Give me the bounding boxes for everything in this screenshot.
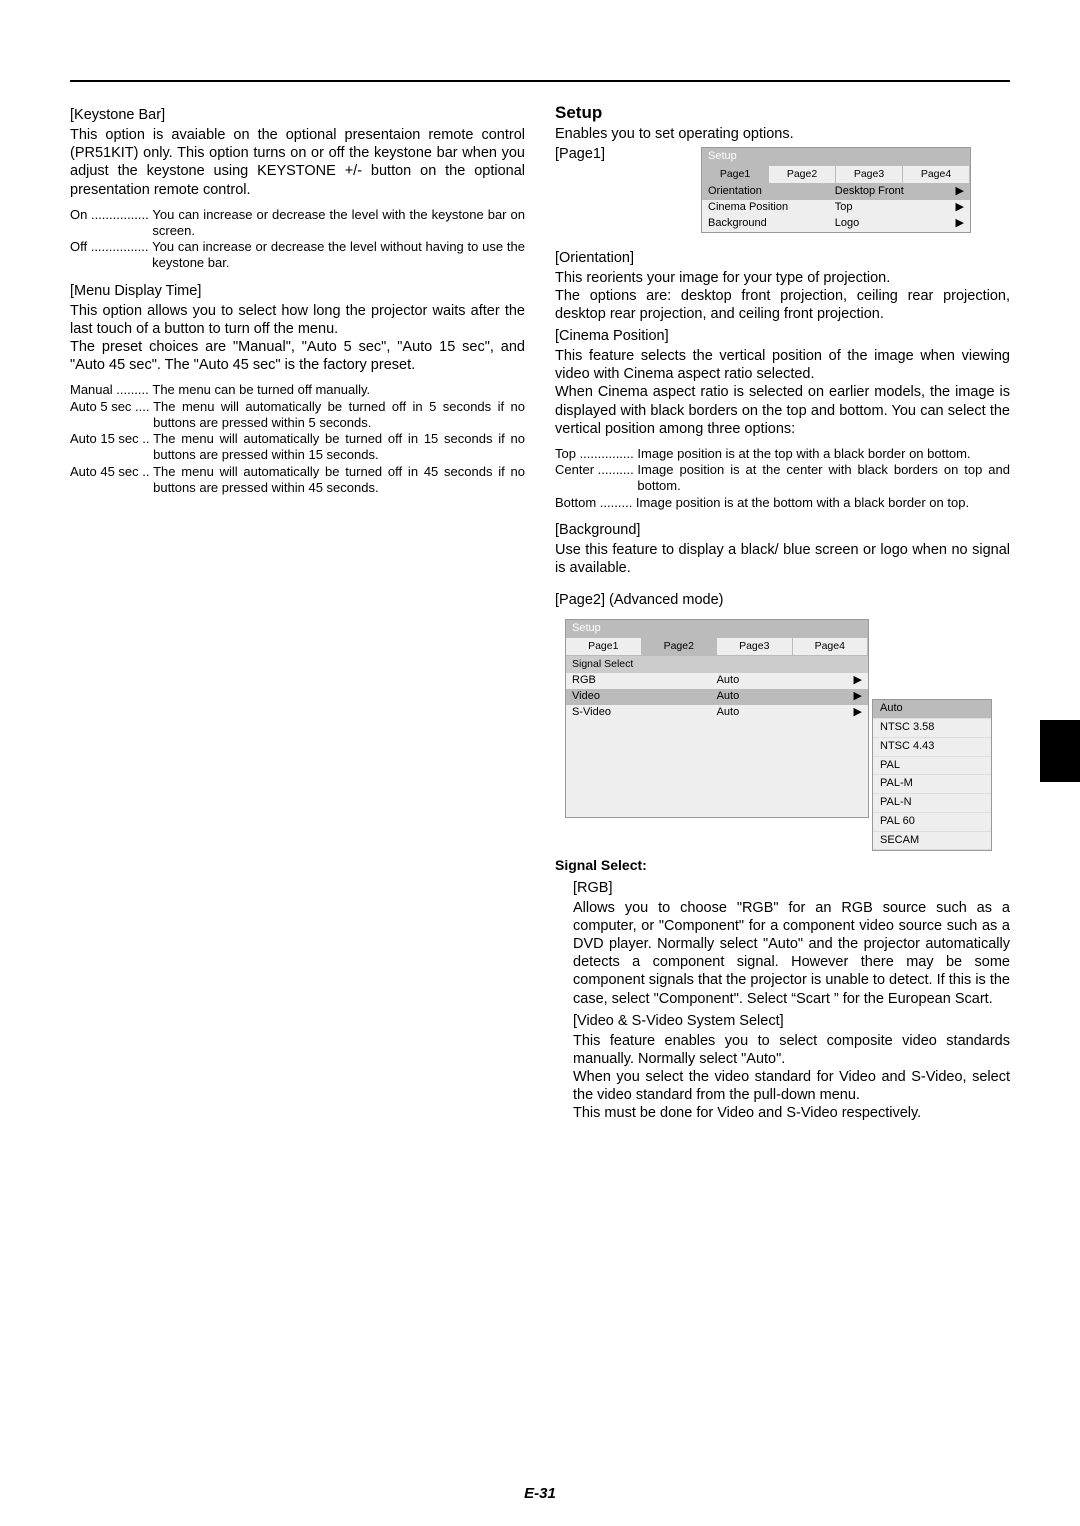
page-content: [Keystone Bar] This option is avaiable o… [70, 80, 1010, 1124]
dropdown-item[interactable]: SECAM [873, 832, 991, 851]
cinema-label: [Cinema Position] [555, 327, 1010, 345]
video-desc: This feature enables you to select compo… [573, 1032, 1010, 1123]
cinema-desc: This feature selects the vertical positi… [555, 347, 1010, 438]
menu-tab[interactable]: Page3 [717, 638, 793, 656]
menu-display-time-label: [Menu Display Time] [70, 282, 525, 300]
def-desc: You can increase or decrease the level w… [152, 239, 525, 272]
def-desc: Image position is at the center with bla… [637, 462, 1010, 495]
setup-menu-page1: Setup Page1 Page2 Page3 Page4 Orientatio… [701, 147, 971, 232]
menu-row[interactable]: OrientationDesktop Front▶ [702, 184, 970, 200]
dropdown-item[interactable]: PAL-N [873, 794, 991, 813]
def-term: Auto 45 sec .. [70, 464, 153, 497]
chevron-right-icon: ▶ [848, 690, 862, 704]
chevron-right-icon: ▶ [848, 674, 862, 688]
background-desc: Use this feature to display a black/ blu… [555, 541, 1010, 577]
rgb-desc: Allows you to choose "RGB" for an RGB so… [573, 899, 1010, 1008]
setup-heading: Setup [555, 102, 1010, 123]
page-number: E-31 [0, 1485, 1080, 1502]
menu-tab[interactable]: Page3 [836, 166, 903, 184]
menu-tab[interactable]: Page1 [702, 166, 769, 184]
menu-tab[interactable]: Page4 [793, 638, 869, 656]
chevron-right-icon: ▶ [950, 185, 964, 199]
chevron-right-icon: ▶ [950, 201, 964, 215]
orientation-desc: This reorients your image for your type … [555, 269, 1010, 323]
menu-display-time-defs: Manual ......... The menu can be turned … [70, 382, 525, 496]
dropdown-item[interactable]: NTSC 3.58 [873, 719, 991, 738]
rgb-label: [RGB] [573, 879, 1010, 897]
menu-display-time-desc: This option allows you to select how lon… [70, 302, 525, 375]
menu-tab[interactable]: Page2 [642, 638, 718, 656]
menu-row[interactable]: VideoAuto▶ [566, 689, 868, 705]
def-desc: The menu will automatically be turned of… [153, 464, 525, 497]
left-column: [Keystone Bar] This option is avaiable o… [70, 102, 525, 1124]
chevron-right-icon: ▶ [848, 706, 862, 720]
dropdown-item[interactable]: PAL 60 [873, 813, 991, 832]
page1-label: [Page1] [555, 145, 621, 163]
menu-tab[interactable]: Page2 [769, 166, 836, 184]
menu-tab[interactable]: Page4 [903, 166, 970, 184]
def-desc: The menu will automatically be turned of… [153, 431, 525, 464]
def-desc: Image position is at the top with a blac… [637, 446, 1010, 462]
menu-title: Setup [702, 148, 970, 166]
def-term: Auto 15 sec .. [70, 431, 153, 464]
orientation-label: [Orientation] [555, 249, 1010, 267]
def-term: Auto 5 sec .... [70, 399, 153, 432]
video-standard-dropdown[interactable]: Auto NTSC 3.58 NTSC 4.43 PAL PAL-M PAL-N… [872, 699, 992, 851]
menu-row[interactable]: RGBAuto▶ [566, 673, 868, 689]
def-term: Manual ......... [70, 382, 152, 398]
def-desc: Image position is at the bottom with a b… [636, 495, 1010, 511]
chevron-right-icon: ▶ [950, 217, 964, 231]
def-term: Off ................ [70, 239, 152, 272]
dropdown-item[interactable]: PAL-M [873, 775, 991, 794]
keystone-bar-label: [Keystone Bar] [70, 106, 525, 124]
setup-intro: Enables you to set operating options. [555, 125, 1010, 143]
signal-select-heading: Signal Select: [555, 857, 1010, 875]
def-term: Bottom ......... [555, 495, 636, 511]
menu-tab[interactable]: Page1 [566, 638, 642, 656]
right-column: Setup Enables you to set operating optio… [555, 102, 1010, 1124]
thumb-tab [1040, 720, 1080, 782]
menu-row[interactable]: Cinema PositionTop▶ [702, 200, 970, 216]
keystone-bar-desc: This option is avaiable on the optional … [70, 126, 525, 199]
dropdown-item[interactable]: PAL [873, 757, 991, 776]
def-desc: The menu can be turned off manually. [152, 382, 525, 398]
menu-title: Setup [566, 620, 868, 638]
cinema-defs: Top ............... Image position is at… [555, 446, 1010, 511]
def-term: On ................ [70, 207, 152, 240]
page2-label: [Page2] (Advanced mode) [555, 591, 1010, 609]
menu-subhead: Signal Select [566, 656, 868, 673]
keystone-bar-defs: On ................ You can increase or … [70, 207, 525, 272]
video-label: [Video & S-Video System Select] [573, 1012, 1010, 1030]
background-label: [Background] [555, 521, 1010, 539]
setup-menu-page2: Setup Page1 Page2 Page3 Page4 Signal Sel… [565, 619, 869, 817]
def-term: Center .......... [555, 462, 637, 495]
dropdown-item[interactable]: Auto [873, 700, 991, 719]
menu-row[interactable]: S-VideoAuto▶ [566, 705, 868, 721]
menu-row[interactable]: BackgroundLogo▶ [702, 216, 970, 232]
dropdown-item[interactable]: NTSC 4.43 [873, 738, 991, 757]
def-desc: The menu will automatically be turned of… [153, 399, 525, 432]
def-term: Top ............... [555, 446, 637, 462]
def-desc: You can increase or decrease the level w… [152, 207, 525, 240]
